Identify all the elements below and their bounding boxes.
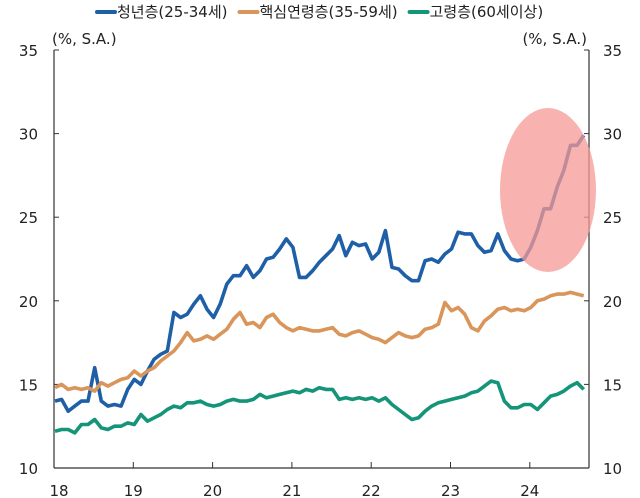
y-tick-label-right: 15: [603, 376, 622, 394]
x-tick-label: 22: [362, 482, 381, 498]
x-tick-label: 18: [49, 482, 68, 498]
highlight-ellipse: [500, 108, 596, 272]
y-axis-unit-left: (%, S.A.): [52, 30, 117, 48]
y-tick-label-right: 20: [603, 293, 622, 311]
y-tick-label-right: 25: [603, 209, 622, 227]
y-tick-label-right: 10: [603, 460, 622, 478]
y-tick-label-left: 20: [19, 293, 38, 311]
series-line-2: [54, 379, 585, 435]
y-tick-label-right: 30: [603, 126, 622, 144]
y-tick-label-left: 10: [19, 460, 38, 478]
legend-label-1: 핵심연령층(35-59세): [260, 3, 398, 21]
x-tick-label: 24: [520, 482, 539, 498]
y-tick-label-left: 35: [19, 42, 38, 60]
legend-label-2: 고령층(60세이상): [430, 3, 544, 21]
y-tick-label-left: 25: [19, 209, 38, 227]
x-tick-label: 20: [203, 482, 222, 498]
x-tick-label: 19: [124, 482, 143, 498]
series-line-0: [54, 134, 586, 414]
y-tick-label-left: 30: [19, 126, 38, 144]
y-axis-unit-right: (%, S.A.): [522, 30, 587, 48]
x-tick-label: 21: [282, 482, 301, 498]
series-line-1: [54, 290, 585, 393]
x-tick-label: 23: [441, 482, 460, 498]
y-tick-label-left: 15: [19, 376, 38, 394]
y-tick-label-right: 35: [603, 42, 622, 60]
legend-label-0: 청년층(25-34세): [117, 3, 228, 21]
